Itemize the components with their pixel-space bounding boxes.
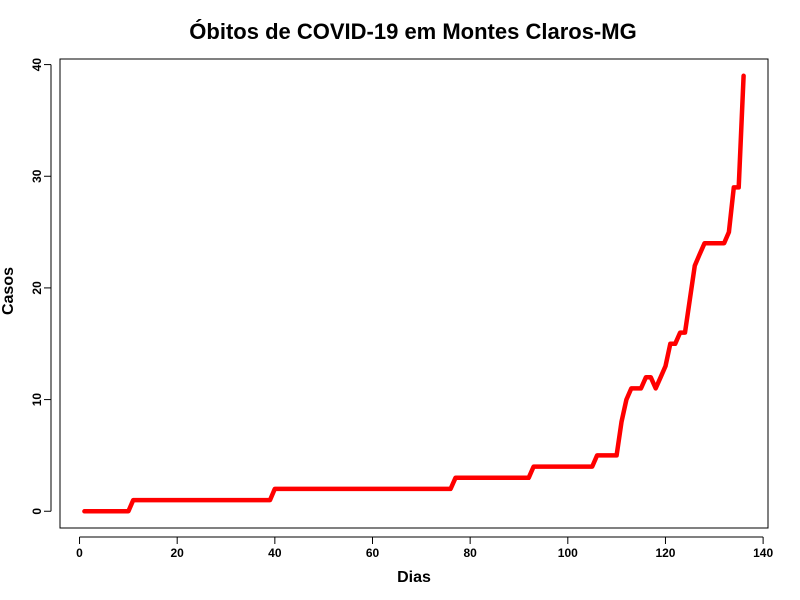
- y-axis-label: Casos: [0, 267, 17, 315]
- x-axis: 0 20 40 60 80 100 120 140: [76, 536, 773, 560]
- x-tick-label: 40: [268, 546, 282, 560]
- x-tick-label: 120: [655, 546, 675, 560]
- series-line: [82, 73, 746, 514]
- x-axis-label: Dias: [397, 569, 431, 586]
- x-tick-label: 60: [366, 546, 380, 560]
- series-layer: [82, 73, 746, 514]
- x-tick-label: 20: [171, 546, 185, 560]
- x-tick-label: 0: [76, 546, 83, 560]
- x-tick-label: 100: [558, 546, 578, 560]
- x-tick-label: 80: [463, 546, 477, 560]
- y-tick-label: 10: [30, 393, 44, 407]
- plot-area: [59, 58, 769, 529]
- chart-title: Óbitos de COVID-19 em Montes Claros-MG: [189, 19, 636, 44]
- x-tick-label: 140: [753, 546, 773, 560]
- y-tick-label: 0: [30, 508, 44, 515]
- y-axis: 0 10 20 30 40: [30, 58, 52, 515]
- y-tick-label: 40: [30, 58, 44, 72]
- y-tick-label: 20: [30, 281, 44, 295]
- y-tick-label: 30: [30, 169, 44, 183]
